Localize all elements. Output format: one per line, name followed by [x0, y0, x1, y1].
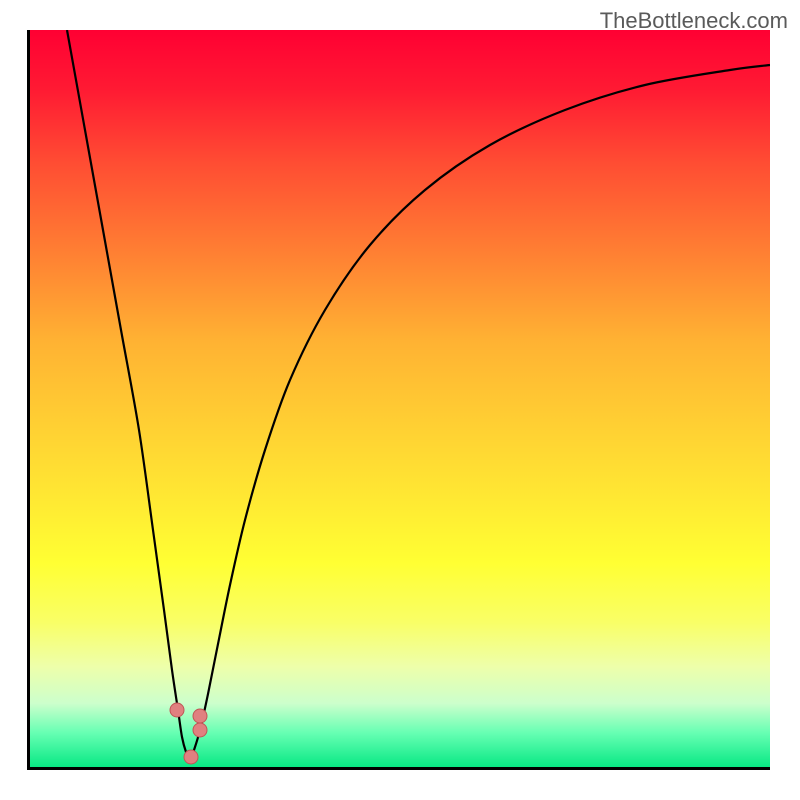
bottleneck-curve	[30, 30, 770, 770]
plot-area	[30, 30, 770, 770]
data-marker	[193, 723, 207, 737]
data-marker	[184, 750, 198, 764]
data-marker	[193, 709, 207, 723]
y-axis	[27, 30, 30, 770]
data-marker	[170, 703, 184, 717]
watermark-text: TheBottleneck.com	[600, 8, 788, 34]
x-axis	[30, 767, 770, 770]
